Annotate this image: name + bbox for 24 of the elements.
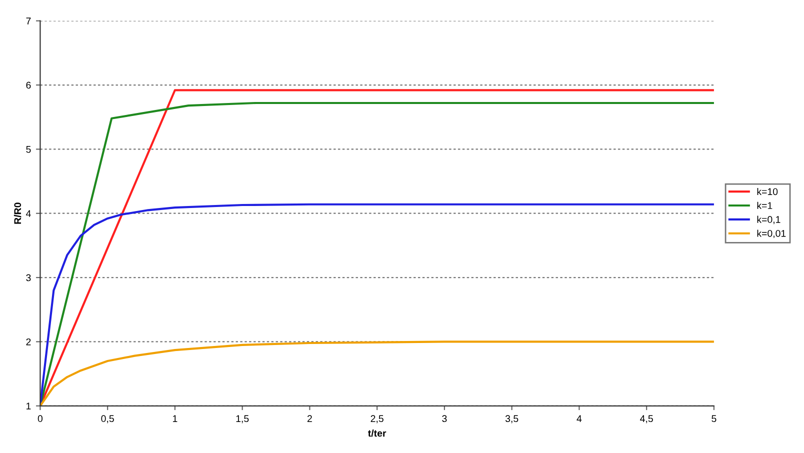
legend-label: k=0,01: [757, 230, 786, 238]
x-tick-label: 1: [172, 415, 178, 422]
x-tick-label: 0: [38, 415, 43, 422]
x-tick-label: 2,5: [370, 415, 384, 424]
legend-label: k=1: [757, 202, 772, 209]
y-tick-label: 4: [26, 210, 31, 217]
y-axis-title: R/R0: [14, 202, 22, 224]
x-tick-label: 5: [712, 415, 716, 422]
legend-label: k=0,1: [757, 216, 780, 224]
x-tick-label: 4,5: [640, 415, 653, 424]
x-tick-label: 1,5: [236, 415, 249, 424]
x-tick-label: 2: [307, 415, 312, 422]
x-tick-label: 4: [576, 415, 582, 422]
y-tick-label: 5: [26, 146, 31, 153]
y-tick-label: 6: [26, 82, 31, 89]
legend-label: k=10: [757, 188, 778, 196]
x-axis-title: t/ter: [368, 430, 386, 437]
x-tick-label: 0,5: [101, 415, 114, 424]
y-tick-label: 1: [26, 402, 31, 410]
y-tick-label: 2: [26, 338, 31, 346]
x-tick-label: 3: [442, 415, 447, 422]
x-tick-label: 3,5: [505, 415, 518, 424]
y-tick-label: 3: [26, 274, 31, 282]
y-tick-label: 7: [26, 18, 31, 24]
